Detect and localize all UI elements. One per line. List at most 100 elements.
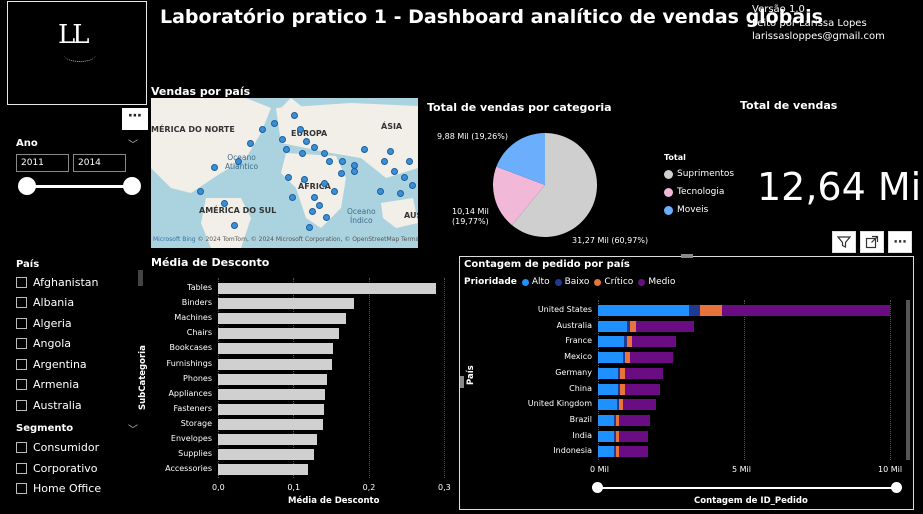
bar-segment-baixo[interactable] xyxy=(624,336,627,348)
map-dot[interactable] xyxy=(321,180,328,187)
bar[interactable] xyxy=(218,388,325,400)
filter-icon[interactable] xyxy=(832,231,856,253)
bar-segment-medio[interactable] xyxy=(635,320,695,332)
year-to-input[interactable]: 2014 xyxy=(73,154,126,172)
bar-segment-baixo[interactable] xyxy=(614,446,616,458)
pie-chart[interactable] xyxy=(490,130,600,240)
map-dot[interactable] xyxy=(391,168,398,175)
x-scroll-handle-end[interactable] xyxy=(891,482,902,493)
pais-item[interactable]: Albania xyxy=(16,292,74,312)
pais-scrollbar[interactable] xyxy=(138,270,143,286)
pais-item[interactable]: Algeria xyxy=(16,313,72,333)
bar[interactable] xyxy=(218,358,332,370)
map-dot[interactable] xyxy=(381,158,388,165)
bar-segment-critico[interactable] xyxy=(620,383,625,395)
map-dot[interactable] xyxy=(311,144,318,151)
bar[interactable] xyxy=(218,298,354,310)
bar-segment-baixo[interactable] xyxy=(688,305,701,316)
map-dot[interactable] xyxy=(406,158,413,165)
map-dot[interactable] xyxy=(299,150,306,157)
x-scroll-handle-start[interactable] xyxy=(592,482,603,493)
pie-slice-moveis[interactable] xyxy=(496,133,545,185)
bar-segment-baixo[interactable] xyxy=(622,352,626,364)
bar-segment-baixo[interactable] xyxy=(618,367,621,379)
bar[interactable] xyxy=(218,328,339,340)
legend-item-suprimentos[interactable]: Suprimentos xyxy=(664,165,734,183)
bar[interactable] xyxy=(218,464,309,476)
map-dot[interactable] xyxy=(301,176,308,183)
chevron-down-icon[interactable]: ﹀ xyxy=(128,140,138,151)
map-dot[interactable] xyxy=(331,188,338,195)
map-dot[interactable] xyxy=(321,150,328,157)
checkbox[interactable] xyxy=(16,358,27,370)
more-options-icon[interactable]: ⋯ xyxy=(122,108,148,130)
segmento-item[interactable]: Home Office xyxy=(16,478,101,498)
bar-segment-alto[interactable] xyxy=(598,305,689,316)
bar-segment-critico[interactable] xyxy=(615,430,620,442)
bar-segment-alto[interactable] xyxy=(598,446,615,458)
legend-medio[interactable]: Medio xyxy=(648,277,676,287)
map-dot[interactable] xyxy=(285,174,292,181)
chevron-down-icon[interactable]: ﹀ xyxy=(128,425,138,436)
pais-item[interactable]: Afghanistan xyxy=(16,272,98,292)
focus-mode-icon[interactable] xyxy=(860,231,884,253)
bar-segment-medio[interactable] xyxy=(619,414,650,426)
map-dot[interactable] xyxy=(397,190,404,197)
checkbox[interactable] xyxy=(16,337,27,349)
resize-handle-top[interactable] xyxy=(681,254,693,258)
bar-segment-critico[interactable] xyxy=(615,446,620,458)
map-dot[interactable] xyxy=(338,170,345,177)
x-scroll-track[interactable] xyxy=(598,487,896,489)
bar-segment-critico[interactable] xyxy=(618,399,623,411)
year-slider-handle-end[interactable] xyxy=(123,177,141,195)
bar-segment-alto[interactable] xyxy=(598,352,623,364)
map-dot[interactable] xyxy=(316,202,323,209)
more-options-icon[interactable]: ⋯ xyxy=(888,231,912,253)
pie-slice-tecnologia[interactable] xyxy=(493,166,545,226)
map-dot[interactable] xyxy=(387,148,394,155)
bar-segment-critico[interactable] xyxy=(630,320,636,332)
bar[interactable] xyxy=(218,283,437,294)
bar-segment-baixo[interactable] xyxy=(616,399,619,411)
checkbox[interactable] xyxy=(16,482,27,494)
pie-slice-suprimentos[interactable] xyxy=(511,133,597,237)
resize-handle-left[interactable] xyxy=(460,376,464,388)
legend-alto[interactable]: Alto xyxy=(531,277,550,287)
map-dot[interactable] xyxy=(197,188,204,195)
bar-segment-critico[interactable] xyxy=(615,414,620,426)
map-dot[interactable] xyxy=(291,112,298,119)
bar-segment-medio[interactable] xyxy=(624,367,663,379)
map-dot[interactable] xyxy=(361,146,368,153)
sales-map[interactable]: MÉRICA DO NORTE EUROPA ÁSIA Oceano Atlân… xyxy=(151,98,418,248)
bar-segment-alto[interactable] xyxy=(598,383,619,395)
map-dot[interactable] xyxy=(351,168,358,175)
bar[interactable] xyxy=(218,418,324,430)
bar[interactable] xyxy=(218,313,347,325)
bar-segment-alto[interactable] xyxy=(598,336,625,348)
bar-segment-medio[interactable] xyxy=(619,446,649,458)
map-dot[interactable] xyxy=(221,200,228,207)
checkbox[interactable] xyxy=(16,399,27,411)
map-dot[interactable] xyxy=(289,194,296,201)
legend-critico[interactable]: Crítico xyxy=(604,277,634,287)
year-from-input[interactable]: 2011 xyxy=(16,154,69,172)
bar-segment-alto[interactable] xyxy=(598,430,615,442)
map-dot[interactable] xyxy=(323,214,330,221)
bar[interactable] xyxy=(218,343,334,355)
map-dot[interactable] xyxy=(401,174,408,181)
bar[interactable] xyxy=(218,449,315,461)
map-dot[interactable] xyxy=(259,126,266,133)
bar-segment-baixo[interactable] xyxy=(614,430,616,442)
pais-item[interactable]: Armenia xyxy=(16,374,79,394)
map-dot[interactable] xyxy=(339,158,346,165)
bar-segment-baixo[interactable] xyxy=(627,320,631,332)
pais-item[interactable]: Argentina xyxy=(16,354,87,374)
bar-segment-critico[interactable] xyxy=(625,352,631,364)
year-slider-handle-start[interactable] xyxy=(18,177,36,195)
bar[interactable] xyxy=(218,373,328,385)
map-dot[interactable] xyxy=(271,120,278,127)
checkbox[interactable] xyxy=(16,378,27,390)
map-dot[interactable] xyxy=(279,136,286,143)
map-dot[interactable] xyxy=(231,222,238,229)
map-dot[interactable] xyxy=(297,126,304,133)
